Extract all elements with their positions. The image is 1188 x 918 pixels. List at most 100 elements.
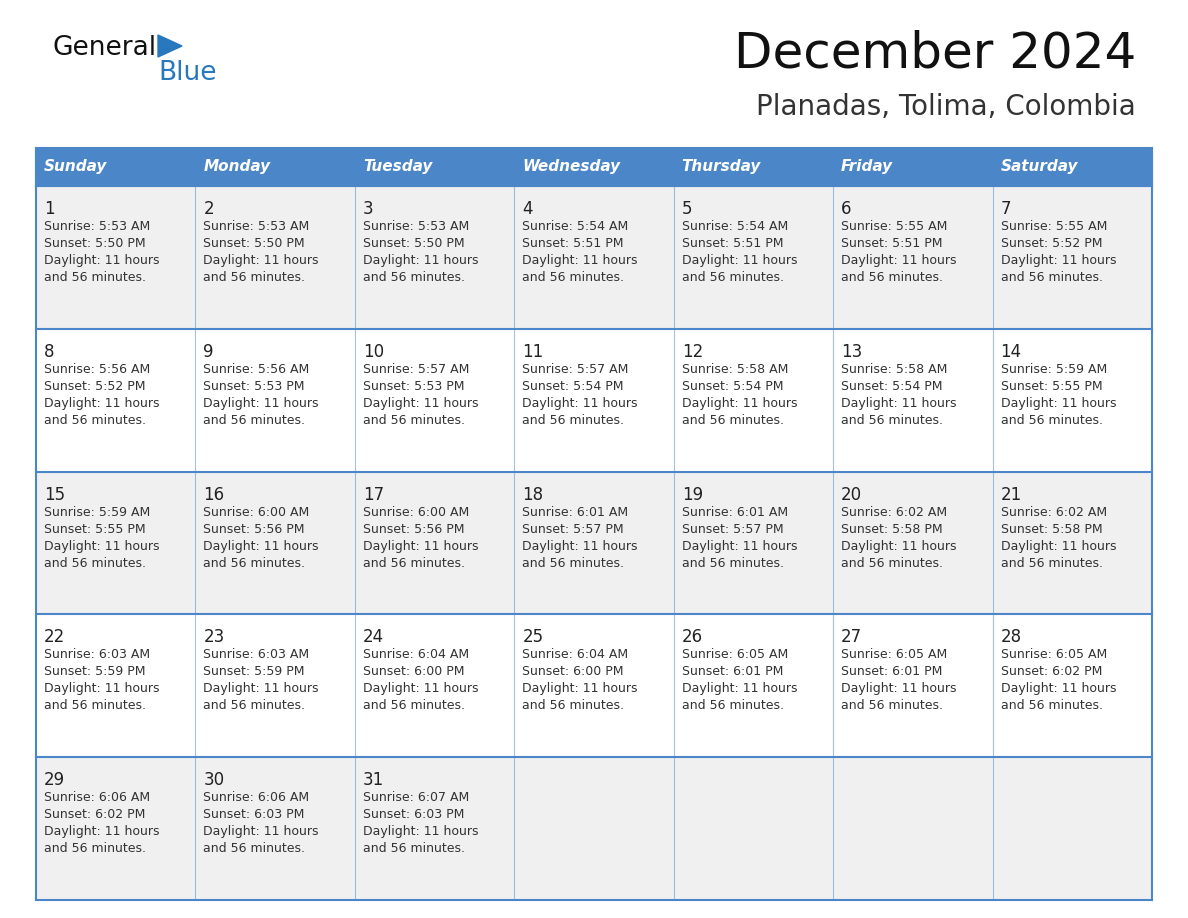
Text: 7: 7 — [1000, 200, 1011, 218]
Text: 16: 16 — [203, 486, 225, 504]
Text: Sunset: 5:56 PM: Sunset: 5:56 PM — [362, 522, 465, 535]
Text: Daylight: 11 hours: Daylight: 11 hours — [44, 682, 159, 696]
Text: Sunset: 5:50 PM: Sunset: 5:50 PM — [203, 237, 305, 250]
Text: Saturday: Saturday — [1000, 160, 1078, 174]
Text: Monday: Monday — [203, 160, 271, 174]
Text: and 56 minutes.: and 56 minutes. — [203, 414, 305, 427]
Text: Tuesday: Tuesday — [362, 160, 432, 174]
Text: Sunrise: 5:54 AM: Sunrise: 5:54 AM — [523, 220, 628, 233]
Text: Sunrise: 6:04 AM: Sunrise: 6:04 AM — [362, 648, 469, 661]
Text: Daylight: 11 hours: Daylight: 11 hours — [362, 254, 479, 267]
Text: Sunset: 5:56 PM: Sunset: 5:56 PM — [203, 522, 305, 535]
Text: Sunrise: 6:02 AM: Sunrise: 6:02 AM — [1000, 506, 1107, 519]
Text: Sunset: 5:57 PM: Sunset: 5:57 PM — [682, 522, 783, 535]
Text: and 56 minutes.: and 56 minutes. — [682, 700, 784, 712]
Text: Sunrise: 6:07 AM: Sunrise: 6:07 AM — [362, 791, 469, 804]
Text: Sunrise: 6:02 AM: Sunrise: 6:02 AM — [841, 506, 947, 519]
Text: Sunrise: 6:00 AM: Sunrise: 6:00 AM — [362, 506, 469, 519]
Text: Sunrise: 5:59 AM: Sunrise: 5:59 AM — [44, 506, 150, 519]
Text: Sunset: 6:03 PM: Sunset: 6:03 PM — [203, 808, 305, 822]
Bar — [36, 148, 196, 186]
Text: Sunrise: 6:03 AM: Sunrise: 6:03 AM — [44, 648, 150, 661]
Text: General: General — [52, 35, 156, 61]
Text: Sunrise: 5:58 AM: Sunrise: 5:58 AM — [682, 363, 788, 375]
Text: Sunset: 5:50 PM: Sunset: 5:50 PM — [44, 237, 146, 250]
Text: Sunset: 6:03 PM: Sunset: 6:03 PM — [362, 808, 465, 822]
Text: 15: 15 — [44, 486, 65, 504]
Text: Daylight: 11 hours: Daylight: 11 hours — [682, 397, 797, 409]
Text: December 2024: December 2024 — [734, 30, 1136, 78]
Text: 28: 28 — [1000, 629, 1022, 646]
Text: 8: 8 — [44, 342, 55, 361]
Text: 24: 24 — [362, 629, 384, 646]
Text: Sunrise: 5:55 AM: Sunrise: 5:55 AM — [841, 220, 948, 233]
Text: Friday: Friday — [841, 160, 893, 174]
Text: 17: 17 — [362, 486, 384, 504]
Text: Sunrise: 6:03 AM: Sunrise: 6:03 AM — [203, 648, 310, 661]
Text: Daylight: 11 hours: Daylight: 11 hours — [841, 540, 956, 553]
Text: 12: 12 — [682, 342, 703, 361]
Text: Sunrise: 5:57 AM: Sunrise: 5:57 AM — [523, 363, 628, 375]
Text: Sunrise: 5:56 AM: Sunrise: 5:56 AM — [44, 363, 150, 375]
Text: Daylight: 11 hours: Daylight: 11 hours — [841, 397, 956, 409]
Text: and 56 minutes.: and 56 minutes. — [203, 842, 305, 856]
Text: Sunrise: 5:53 AM: Sunrise: 5:53 AM — [203, 220, 310, 233]
Text: Daylight: 11 hours: Daylight: 11 hours — [362, 825, 479, 838]
Text: and 56 minutes.: and 56 minutes. — [682, 414, 784, 427]
Text: Sunrise: 6:01 AM: Sunrise: 6:01 AM — [682, 506, 788, 519]
Text: Sunrise: 5:59 AM: Sunrise: 5:59 AM — [1000, 363, 1107, 375]
Text: 26: 26 — [682, 629, 703, 646]
Text: and 56 minutes.: and 56 minutes. — [841, 271, 943, 284]
Text: and 56 minutes.: and 56 minutes. — [362, 271, 465, 284]
Text: Sunset: 5:51 PM: Sunset: 5:51 PM — [682, 237, 783, 250]
Text: Daylight: 11 hours: Daylight: 11 hours — [523, 397, 638, 409]
Text: 4: 4 — [523, 200, 532, 218]
Text: 10: 10 — [362, 342, 384, 361]
Text: Sunset: 5:53 PM: Sunset: 5:53 PM — [362, 380, 465, 393]
Text: Daylight: 11 hours: Daylight: 11 hours — [523, 682, 638, 696]
Text: and 56 minutes.: and 56 minutes. — [682, 556, 784, 569]
Text: and 56 minutes.: and 56 minutes. — [523, 414, 624, 427]
Text: Sunrise: 6:05 AM: Sunrise: 6:05 AM — [841, 648, 947, 661]
Text: and 56 minutes.: and 56 minutes. — [203, 556, 305, 569]
Text: Daylight: 11 hours: Daylight: 11 hours — [203, 254, 318, 267]
Text: and 56 minutes.: and 56 minutes. — [203, 271, 305, 284]
Text: Sunset: 5:51 PM: Sunset: 5:51 PM — [841, 237, 942, 250]
Text: and 56 minutes.: and 56 minutes. — [1000, 700, 1102, 712]
Bar — [36, 757, 1152, 900]
Text: Daylight: 11 hours: Daylight: 11 hours — [1000, 540, 1116, 553]
Text: and 56 minutes.: and 56 minutes. — [44, 556, 146, 569]
Text: Sunset: 5:54 PM: Sunset: 5:54 PM — [682, 380, 783, 393]
Bar — [514, 148, 674, 186]
Bar — [36, 329, 1152, 472]
Text: Daylight: 11 hours: Daylight: 11 hours — [203, 682, 318, 696]
Text: Daylight: 11 hours: Daylight: 11 hours — [203, 397, 318, 409]
Text: and 56 minutes.: and 56 minutes. — [523, 271, 624, 284]
Text: 13: 13 — [841, 342, 862, 361]
Text: Daylight: 11 hours: Daylight: 11 hours — [841, 682, 956, 696]
Text: Daylight: 11 hours: Daylight: 11 hours — [362, 540, 479, 553]
Text: Sunset: 5:55 PM: Sunset: 5:55 PM — [1000, 380, 1102, 393]
Text: and 56 minutes.: and 56 minutes. — [44, 842, 146, 856]
Text: 14: 14 — [1000, 342, 1022, 361]
Text: Daylight: 11 hours: Daylight: 11 hours — [682, 254, 797, 267]
Text: Daylight: 11 hours: Daylight: 11 hours — [203, 825, 318, 838]
Text: Daylight: 11 hours: Daylight: 11 hours — [362, 397, 479, 409]
Text: Daylight: 11 hours: Daylight: 11 hours — [44, 825, 159, 838]
Text: Sunrise: 6:05 AM: Sunrise: 6:05 AM — [682, 648, 788, 661]
Text: Sunset: 6:01 PM: Sunset: 6:01 PM — [682, 666, 783, 678]
Text: Sunrise: 5:56 AM: Sunrise: 5:56 AM — [203, 363, 310, 375]
Polygon shape — [158, 35, 182, 57]
Text: Sunset: 5:59 PM: Sunset: 5:59 PM — [203, 666, 305, 678]
Text: Sunrise: 6:00 AM: Sunrise: 6:00 AM — [203, 506, 310, 519]
Text: Sunset: 5:54 PM: Sunset: 5:54 PM — [523, 380, 624, 393]
Text: Sunset: 5:50 PM: Sunset: 5:50 PM — [362, 237, 465, 250]
Text: and 56 minutes.: and 56 minutes. — [44, 414, 146, 427]
Text: 19: 19 — [682, 486, 703, 504]
Text: Wednesday: Wednesday — [523, 160, 620, 174]
Text: Sunrise: 5:58 AM: Sunrise: 5:58 AM — [841, 363, 948, 375]
Text: and 56 minutes.: and 56 minutes. — [1000, 414, 1102, 427]
Text: Sunset: 5:58 PM: Sunset: 5:58 PM — [1000, 522, 1102, 535]
Text: Sunset: 6:00 PM: Sunset: 6:00 PM — [523, 666, 624, 678]
Text: 31: 31 — [362, 771, 384, 789]
